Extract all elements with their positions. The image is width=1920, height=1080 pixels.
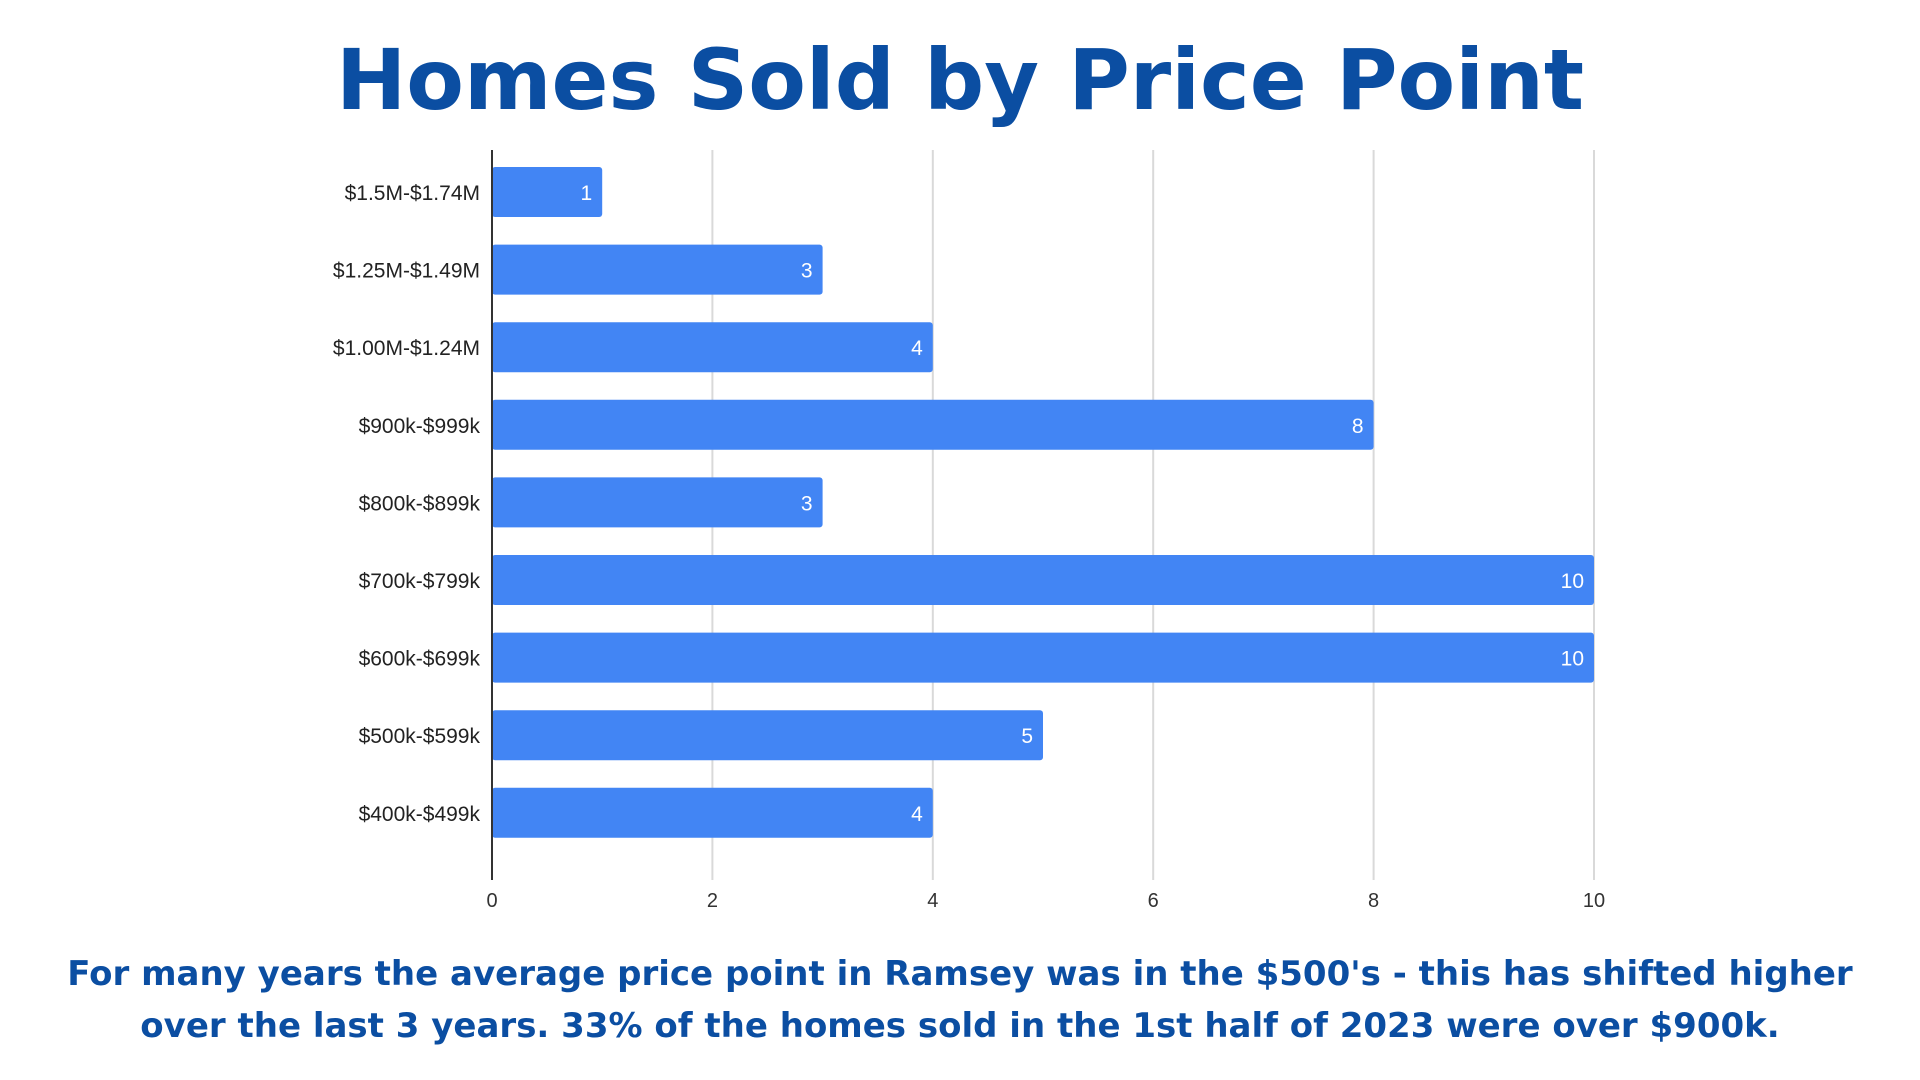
bar-4 [492,477,823,528]
category-label: $1.25M-$1.49M [333,260,480,283]
caption-line-2: over the last 3 years. 33% of the homes … [140,1006,1780,1046]
bar-0 [492,167,603,217]
page-title: Homes Sold by Price Point [335,31,1585,129]
bar-5 [492,555,1594,605]
data-label: 3 [801,260,813,283]
category-label: $600k-$699k [359,648,481,671]
category-label: $700k-$799k [359,570,481,593]
data-label: 8 [1352,415,1364,438]
caption-line-1: For many years the average price point i… [67,954,1853,994]
category-label: $800k-$899k [359,492,481,515]
category-label: $1.00M-$1.24M [333,337,480,360]
bar-1 [492,244,823,295]
bar-7 [492,710,1043,761]
bar-2 [492,322,933,373]
data-label: 1 [581,182,593,205]
data-label: 4 [911,337,923,360]
category-label: $1.5M-$1.74M [345,182,480,205]
x-tick-label: 10 [1583,890,1605,912]
data-label: 10 [1561,648,1584,671]
category-label: $900k-$999k [359,415,481,438]
data-label: 5 [1021,725,1033,748]
bar-chart: $1.5M-$1.74M 1 $1.25M-$1.49M 3 $1.00M-$1.24M… [333,150,1605,912]
data-label: 10 [1561,570,1584,593]
chart-container: $1.5M-$1.74M 1 $1.25M-$1.49M 3 $1.00M-$1.24M… [0,140,1920,930]
data-label: 4 [911,803,923,826]
x-tick-label: 2 [707,890,718,912]
x-tick-label: 4 [927,890,938,912]
x-tick-label: 8 [1368,890,1379,912]
bar-8 [492,787,933,838]
bar-6 [492,632,1594,683]
category-label: $400k-$499k [359,803,481,826]
data-label: 3 [801,492,813,515]
chart-caption: For many years the average price point i… [60,948,1860,1052]
bar-3 [492,399,1374,450]
x-tick-label: 0 [486,890,497,912]
category-label: $500k-$599k [359,725,481,748]
x-tick-label: 6 [1148,890,1159,912]
